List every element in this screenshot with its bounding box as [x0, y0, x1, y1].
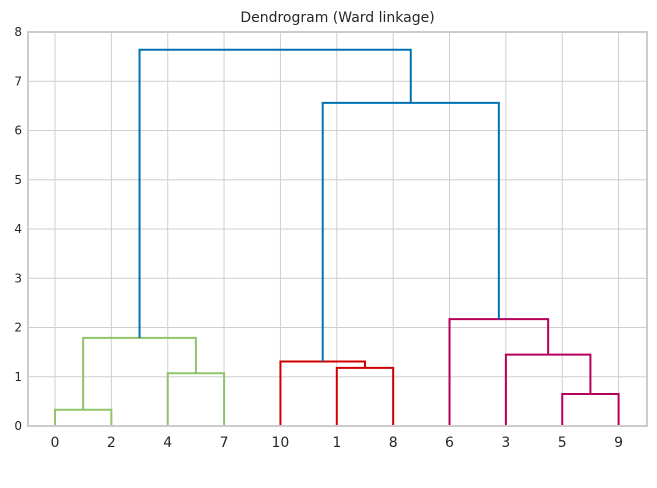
dendrogram-link-red [279, 360, 366, 426]
y-tick-label: 6 [14, 124, 22, 138]
x-tick-label: 4 [163, 435, 172, 451]
x-tick-label: 8 [389, 435, 398, 451]
x-tick-label: 10 [272, 435, 290, 451]
chart-title: Dendrogram (Ward linkage) [240, 10, 434, 26]
x-tick-label: 3 [501, 435, 510, 451]
plot-frame [27, 31, 648, 427]
y-tick-label: 1 [14, 370, 22, 384]
y-tick-label: 4 [14, 222, 22, 236]
dendrogram-link-magenta [448, 318, 550, 426]
y-tick-label: 8 [14, 25, 22, 39]
x-tick-labels: 0 2 4 7 10 1 8 6 3 5 9 [51, 435, 624, 451]
dendrogram-link-blue [138, 48, 412, 338]
y-tick-label: 3 [14, 271, 22, 285]
x-tick-label: 6 [445, 435, 454, 451]
dendrogram-links [54, 48, 620, 426]
x-tick-label: 2 [107, 435, 116, 451]
x-tick-label: 7 [220, 435, 229, 451]
y-tick-labels: 0 1 2 3 4 5 6 7 8 [14, 25, 22, 433]
y-tick-label: 7 [14, 74, 22, 88]
x-tick-label: 1 [332, 435, 341, 451]
y-tick-label: 5 [14, 173, 22, 187]
y-tick-label: 2 [14, 321, 22, 335]
x-tick-label: 9 [614, 435, 623, 451]
x-tick-label: 5 [558, 435, 567, 451]
y-tick-label: 0 [14, 419, 22, 433]
x-tick-label: 0 [51, 435, 60, 451]
